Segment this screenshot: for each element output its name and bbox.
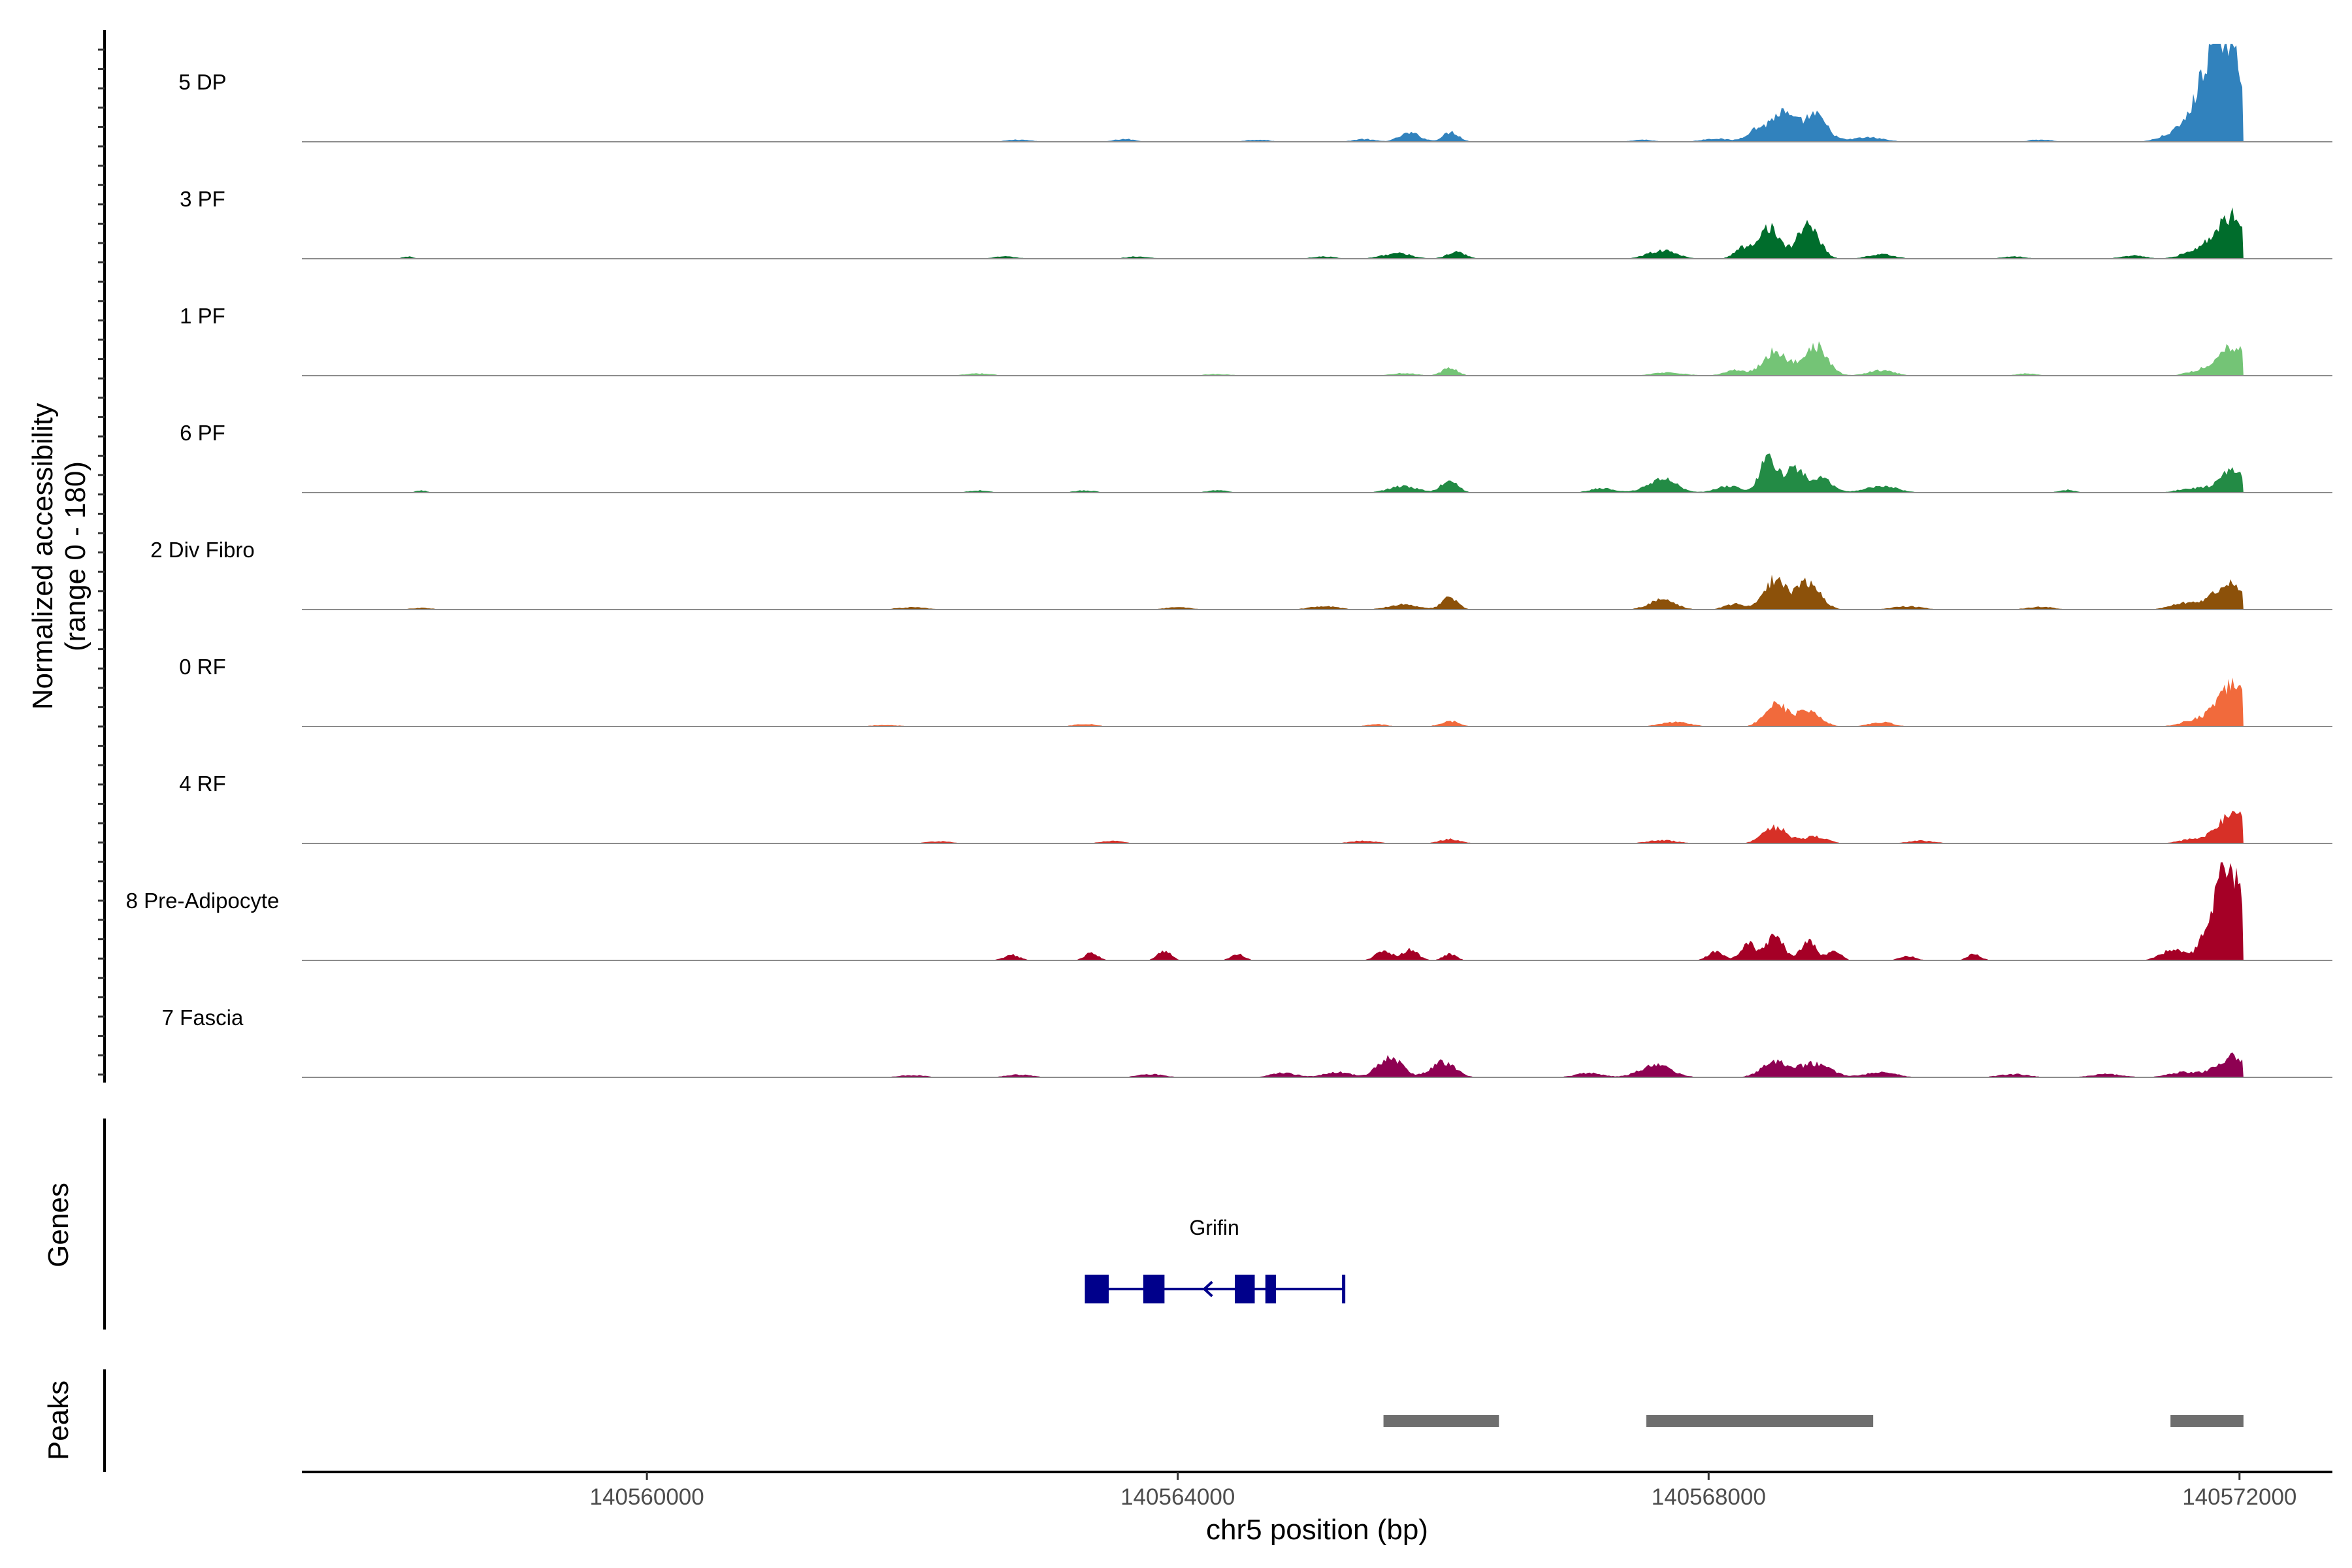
track-8: 8 Pre-Adipocyte — [126, 862, 2332, 961]
track-3: 1 PF — [180, 304, 2332, 376]
track-signal-area — [302, 574, 2244, 610]
x-axis-tick-label: 140564000 — [1120, 1484, 1235, 1510]
gene-exon — [1143, 1275, 1165, 1303]
coverage-tracks: 5 DP 3 PF 1 PF 6 PF 2 Div Fibro 0 RF 4 RF 8 Pre… — [126, 44, 2332, 1078]
track-signal-area — [302, 341, 2244, 376]
gene-exon — [1265, 1275, 1277, 1303]
genes-panel: Genes Grifin — [42, 1119, 1346, 1330]
gene-exon — [1085, 1275, 1109, 1303]
track-4: 6 PF — [180, 421, 2332, 493]
track-label: 6 PF — [180, 421, 225, 445]
track-label: 2 Div Fibro — [150, 538, 255, 562]
y-axis-title: Normalized accessibility — [27, 403, 59, 710]
track-label: 8 Pre-Adipocyte — [126, 889, 280, 913]
track-9: 7 Fascia — [162, 1005, 2332, 1078]
peaks-panel: Peaks — [42, 1369, 2244, 1472]
track-label: 3 PF — [180, 187, 225, 211]
peak-regions — [1383, 1415, 2244, 1427]
track-signal-area — [302, 207, 2244, 259]
x-axis: 140560000 140564000 140568000 140572000 chr… — [302, 1471, 2332, 1546]
x-axis-tick-label: 140560000 — [590, 1484, 704, 1510]
gene-name-label: Grifin — [1189, 1216, 1239, 1239]
track-signal-area — [302, 810, 2244, 843]
gene-strand-arrow — [1202, 1281, 1213, 1298]
track-label: 5 DP — [178, 70, 226, 94]
gene-exon — [1235, 1275, 1255, 1303]
track-signal-area — [302, 678, 2244, 727]
track-signal-area — [302, 1052, 2244, 1077]
x-axis-tick-label: 140568000 — [1652, 1484, 1766, 1510]
track-5: 2 Div Fibro — [150, 538, 2332, 610]
track-6: 0 RF — [179, 655, 2332, 727]
track-signal-area — [302, 862, 2244, 960]
y-axis: Normalized accessibility (range 0 - 180) — [27, 30, 106, 1083]
peak-region-bar — [2170, 1415, 2244, 1427]
track-label: 0 RF — [179, 655, 226, 679]
peak-region-bar — [1646, 1415, 1874, 1427]
x-axis-tick-label: 140572000 — [2182, 1484, 2296, 1510]
x-axis-ticks: 140560000 140564000 140568000 140572000 — [590, 1472, 2296, 1510]
track-signal-area — [302, 44, 2244, 142]
x-axis-title: chr5 position (bp) — [1206, 1514, 1428, 1546]
genes-panel-label: Genes — [42, 1183, 74, 1267]
peak-region-bar — [1383, 1415, 1499, 1427]
track-label: 4 RF — [179, 772, 226, 796]
y-axis-range: (range 0 - 180) — [59, 461, 91, 651]
y-axis-ticks — [98, 48, 105, 1076]
track-label: 1 PF — [180, 304, 225, 328]
gene-model: Grifin — [1085, 1216, 1346, 1303]
track-1: 5 DP — [178, 44, 2332, 142]
track-7: 4 RF — [179, 772, 2332, 844]
track-signal-area — [302, 453, 2244, 493]
track-label: 7 Fascia — [162, 1005, 244, 1030]
peaks-panel-label: Peaks — [42, 1380, 74, 1460]
track-2: 3 PF — [180, 187, 2332, 259]
